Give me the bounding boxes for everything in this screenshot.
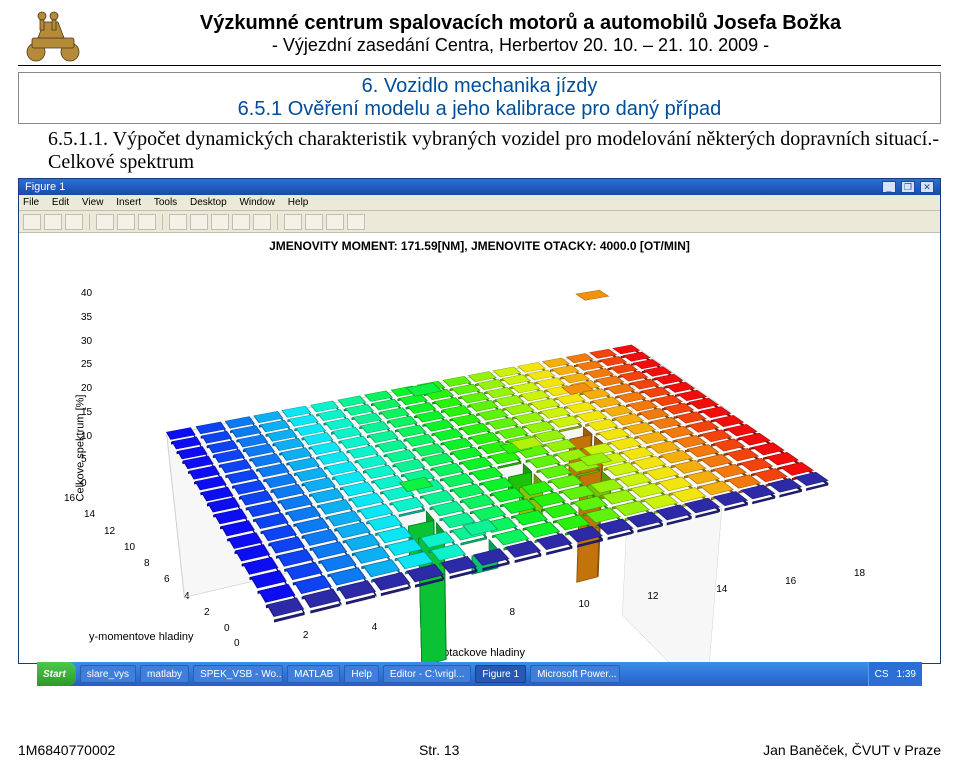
toolbar-button[interactable] bbox=[347, 214, 365, 230]
header-text: Výzkumné centrum spalovacích motorů a au… bbox=[100, 8, 941, 56]
section-line2: 6.5.1 Ověření modelu a jeho kalibrace pr… bbox=[27, 98, 932, 121]
maximize-button[interactable]: ❐ bbox=[901, 181, 915, 193]
section-line1: 6. Vozidlo mechanika jízdy bbox=[27, 75, 932, 98]
figure-menubar: File Edit View Insert Tools Desktop Wind… bbox=[19, 195, 940, 211]
footer-right: Jan Baněček, ČVUT v Praze bbox=[763, 742, 941, 758]
header-title: Výzkumné centrum spalovacích motorů a au… bbox=[100, 12, 941, 35]
logo bbox=[18, 8, 88, 63]
figure-titlebar: Figure 1 _ ❐ ✕ bbox=[19, 179, 940, 195]
toolbar-button[interactable] bbox=[305, 214, 323, 230]
taskbar-item[interactable]: Microsoft Power... bbox=[530, 665, 620, 683]
z-tick: 25 bbox=[81, 359, 92, 370]
taskbar-item[interactable]: Help bbox=[344, 665, 379, 683]
toolbar-button[interactable] bbox=[211, 214, 229, 230]
body-text: 6.5.1.1. Výpočet dynamických charakteris… bbox=[48, 128, 941, 174]
toolbar-button[interactable] bbox=[190, 214, 208, 230]
z-tick: 10 bbox=[81, 431, 92, 442]
start-label: Start bbox=[43, 669, 66, 680]
taskbar: Start slare_vysmatlabySPEK_VSB - Wo...MA… bbox=[37, 662, 922, 686]
menu-desktop[interactable]: Desktop bbox=[190, 197, 227, 208]
toolbar-button[interactable] bbox=[96, 214, 114, 230]
toolbar-button[interactable] bbox=[169, 214, 187, 230]
z-tick: 40 bbox=[81, 288, 92, 299]
figure-toolbar bbox=[19, 211, 940, 233]
taskbar-item[interactable]: Editor - C:\vrigl... bbox=[383, 665, 471, 683]
menu-view[interactable]: View bbox=[82, 197, 104, 208]
header-divider bbox=[18, 65, 941, 66]
z-tick: 30 bbox=[81, 336, 92, 347]
header-subtitle: - Výjezdní zasedání Centra, Herbertov 20… bbox=[100, 35, 941, 56]
close-button[interactable]: ✕ bbox=[920, 181, 934, 193]
menu-file[interactable]: File bbox=[23, 197, 39, 208]
taskbar-item[interactable]: matlaby bbox=[140, 665, 189, 683]
taskbar-item[interactable]: MATLAB bbox=[287, 665, 340, 683]
x-axis-label: x-otackove hladiny bbox=[434, 647, 525, 659]
start-button[interactable]: Start bbox=[37, 662, 76, 686]
toolbar-button[interactable] bbox=[284, 214, 302, 230]
menu-insert[interactable]: Insert bbox=[116, 197, 141, 208]
plot-title: JMENOVITY MOMENT: 171.59[NM], JMENOVITE … bbox=[19, 239, 940, 253]
toolbar-button[interactable] bbox=[138, 214, 156, 230]
z-tick: 15 bbox=[81, 407, 92, 418]
taskbar-item[interactable]: SPEK_VSB - Wo... bbox=[193, 665, 283, 683]
toolbar-button[interactable] bbox=[326, 214, 344, 230]
toolbar-button[interactable] bbox=[117, 214, 135, 230]
toolbar-button[interactable] bbox=[232, 214, 250, 230]
z-tick: 5 bbox=[81, 454, 87, 465]
footer-center: Str. 13 bbox=[419, 742, 459, 758]
system-tray: CS 1:39 bbox=[868, 662, 922, 686]
z-tick: 35 bbox=[81, 312, 92, 323]
slide-header: Výzkumné centrum spalovacích motorů a au… bbox=[0, 0, 959, 63]
y-tick: 16 bbox=[64, 493, 75, 504]
z-tick: 20 bbox=[81, 383, 92, 394]
z-tick: 0 bbox=[81, 478, 87, 489]
toolbar-button[interactable] bbox=[253, 214, 271, 230]
menu-edit[interactable]: Edit bbox=[52, 197, 69, 208]
minimize-button[interactable]: _ bbox=[882, 181, 896, 193]
footer: 1M6840770002 Str. 13 Jan Baněček, ČVUT v… bbox=[0, 742, 959, 758]
menu-help[interactable]: Help bbox=[288, 197, 309, 208]
figure-window: Figure 1 _ ❐ ✕ File Edit View Insert Too… bbox=[18, 178, 941, 664]
axes-3d bbox=[109, 273, 869, 643]
tray-time: 1:39 bbox=[897, 669, 916, 680]
menu-tools[interactable]: Tools bbox=[154, 197, 177, 208]
footer-left: 1M6840770002 bbox=[18, 742, 115, 758]
figure-title: Figure 1 bbox=[25, 181, 65, 193]
section-box: 6. Vozidlo mechanika jízdy 6.5.1 Ověření… bbox=[18, 72, 941, 124]
menu-window[interactable]: Window bbox=[239, 197, 275, 208]
taskbar-item[interactable]: Figure 1 bbox=[475, 665, 526, 683]
taskbar-item[interactable]: slare_vys bbox=[80, 665, 136, 683]
toolbar-button[interactable] bbox=[44, 214, 62, 230]
toolbar-button[interactable] bbox=[65, 214, 83, 230]
plot-area: JMENOVITY MOMENT: 171.59[NM], JMENOVITE … bbox=[19, 233, 940, 663]
window-controls: _ ❐ ✕ bbox=[880, 181, 934, 193]
toolbar-button[interactable] bbox=[23, 214, 41, 230]
y-tick: 14 bbox=[84, 509, 95, 520]
tray-lang: CS bbox=[875, 669, 889, 680]
